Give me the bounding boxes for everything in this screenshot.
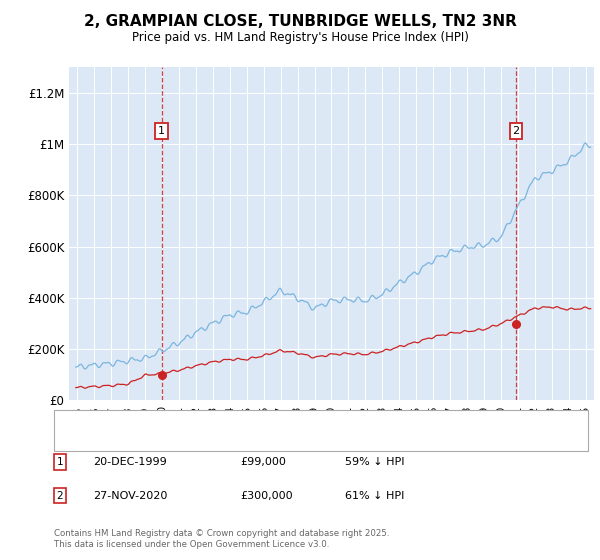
Text: Price paid vs. HM Land Registry's House Price Index (HPI): Price paid vs. HM Land Registry's House … <box>131 31 469 44</box>
Legend: 2, GRAMPIAN CLOSE, TUNBRIDGE WELLS, TN2 3NR (detached house), HPI: Average price: 2, GRAMPIAN CLOSE, TUNBRIDGE WELLS, TN2 … <box>65 416 438 445</box>
Text: 2, GRAMPIAN CLOSE, TUNBRIDGE WELLS, TN2 3NR: 2, GRAMPIAN CLOSE, TUNBRIDGE WELLS, TN2 … <box>83 14 517 29</box>
Text: Contains HM Land Registry data © Crown copyright and database right 2025.
This d: Contains HM Land Registry data © Crown c… <box>54 529 389 549</box>
Text: 27-NOV-2020: 27-NOV-2020 <box>93 491 167 501</box>
Text: £99,000: £99,000 <box>240 457 286 467</box>
Text: 1: 1 <box>56 457 64 467</box>
Text: 20-DEC-1999: 20-DEC-1999 <box>93 457 167 467</box>
Text: 2: 2 <box>512 126 520 136</box>
Text: 59% ↓ HPI: 59% ↓ HPI <box>345 457 404 467</box>
Text: 2: 2 <box>56 491 64 501</box>
Text: 61% ↓ HPI: 61% ↓ HPI <box>345 491 404 501</box>
Text: 1: 1 <box>158 126 165 136</box>
Text: £300,000: £300,000 <box>240 491 293 501</box>
